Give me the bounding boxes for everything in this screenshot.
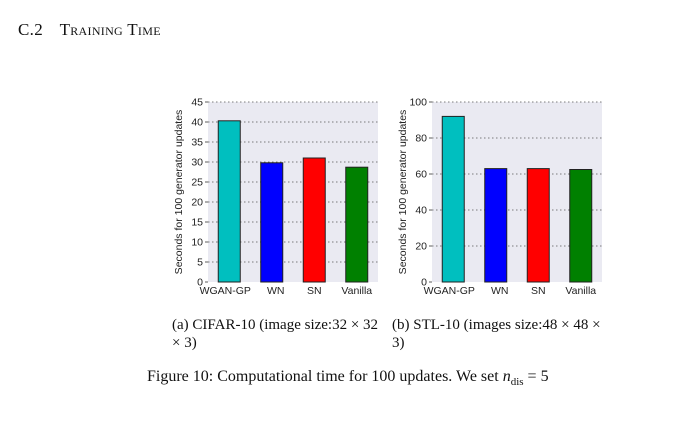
y-tick-label: 40 — [191, 117, 203, 129]
y-axis-label: Seconds for 100 generator updates — [173, 110, 185, 275]
bar-vanilla — [345, 166, 369, 283]
y-tick-label: 0 — [197, 277, 203, 289]
y-tick-label: 5 — [197, 257, 203, 269]
y-tick-label: 25 — [191, 177, 203, 189]
x-tick-label: Vanilla — [341, 285, 372, 297]
section-title: Training Time — [59, 20, 161, 39]
bar-wgan-gp — [441, 115, 465, 283]
bar-sn — [302, 157, 326, 283]
figure-caption-eq: = 5 — [527, 368, 549, 385]
subcaption-b: (b) STL-10 (images size:48 × 48 × 3) — [392, 317, 601, 351]
bar-wn — [260, 162, 284, 283]
y-tick-label: 45 — [191, 97, 203, 109]
y-tick-label: 100 — [409, 97, 427, 109]
x-tick-label: WN — [491, 285, 509, 297]
y-tick-label: 35 — [191, 137, 203, 149]
figure-caption-sub: dis — [510, 376, 524, 389]
y-tick-label: 40 — [415, 205, 427, 217]
x-tick-label: WGAN-GP — [424, 285, 475, 297]
chart-stl10: 0 20 40 60 80 100 WGAN-GP WN SN Vanilla Seconds fo… — [397, 97, 602, 297]
figure-caption-text: Figure 10: Computational time for 100 up… — [147, 368, 499, 385]
y-tick-label: 20 — [415, 241, 427, 253]
bar-wn — [484, 168, 508, 283]
y-tick-label: 30 — [191, 157, 203, 169]
figure-caption-var: n — [502, 368, 511, 385]
y-tick-label: 10 — [191, 237, 203, 249]
figure-caption: Figure 10: Computational time for 100 up… — [147, 368, 549, 388]
x-tick-label: Vanilla — [565, 285, 596, 297]
x-tick-label: WGAN-GP — [200, 285, 251, 297]
bar-sn — [526, 168, 550, 283]
y-tick-label: 20 — [191, 197, 203, 209]
x-tick-label: WN — [267, 285, 285, 297]
y-tick-label: 80 — [415, 133, 427, 145]
section-heading: C.2 Training Time — [18, 20, 161, 40]
bar-vanilla — [569, 169, 593, 283]
y-tick-label: 0 — [421, 277, 427, 289]
section-number: C.2 — [18, 20, 43, 39]
bar-wgan-gp — [217, 120, 241, 283]
chart-cifar10: 0 5 10 15 20 25 30 35 40 45 WGAN-GP WN SN Vanilla Seco… — [173, 97, 378, 297]
y-tick-label: 60 — [415, 169, 427, 181]
y-axis-label: Seconds for 100 generator updates — [397, 110, 409, 275]
x-tick-label: SN — [531, 285, 546, 297]
y-tick-label: 15 — [191, 217, 203, 229]
subcaption-a: (a) CIFAR-10 (image size:32 × 32 × 3) — [172, 317, 379, 351]
x-tick-label: SN — [307, 285, 322, 297]
